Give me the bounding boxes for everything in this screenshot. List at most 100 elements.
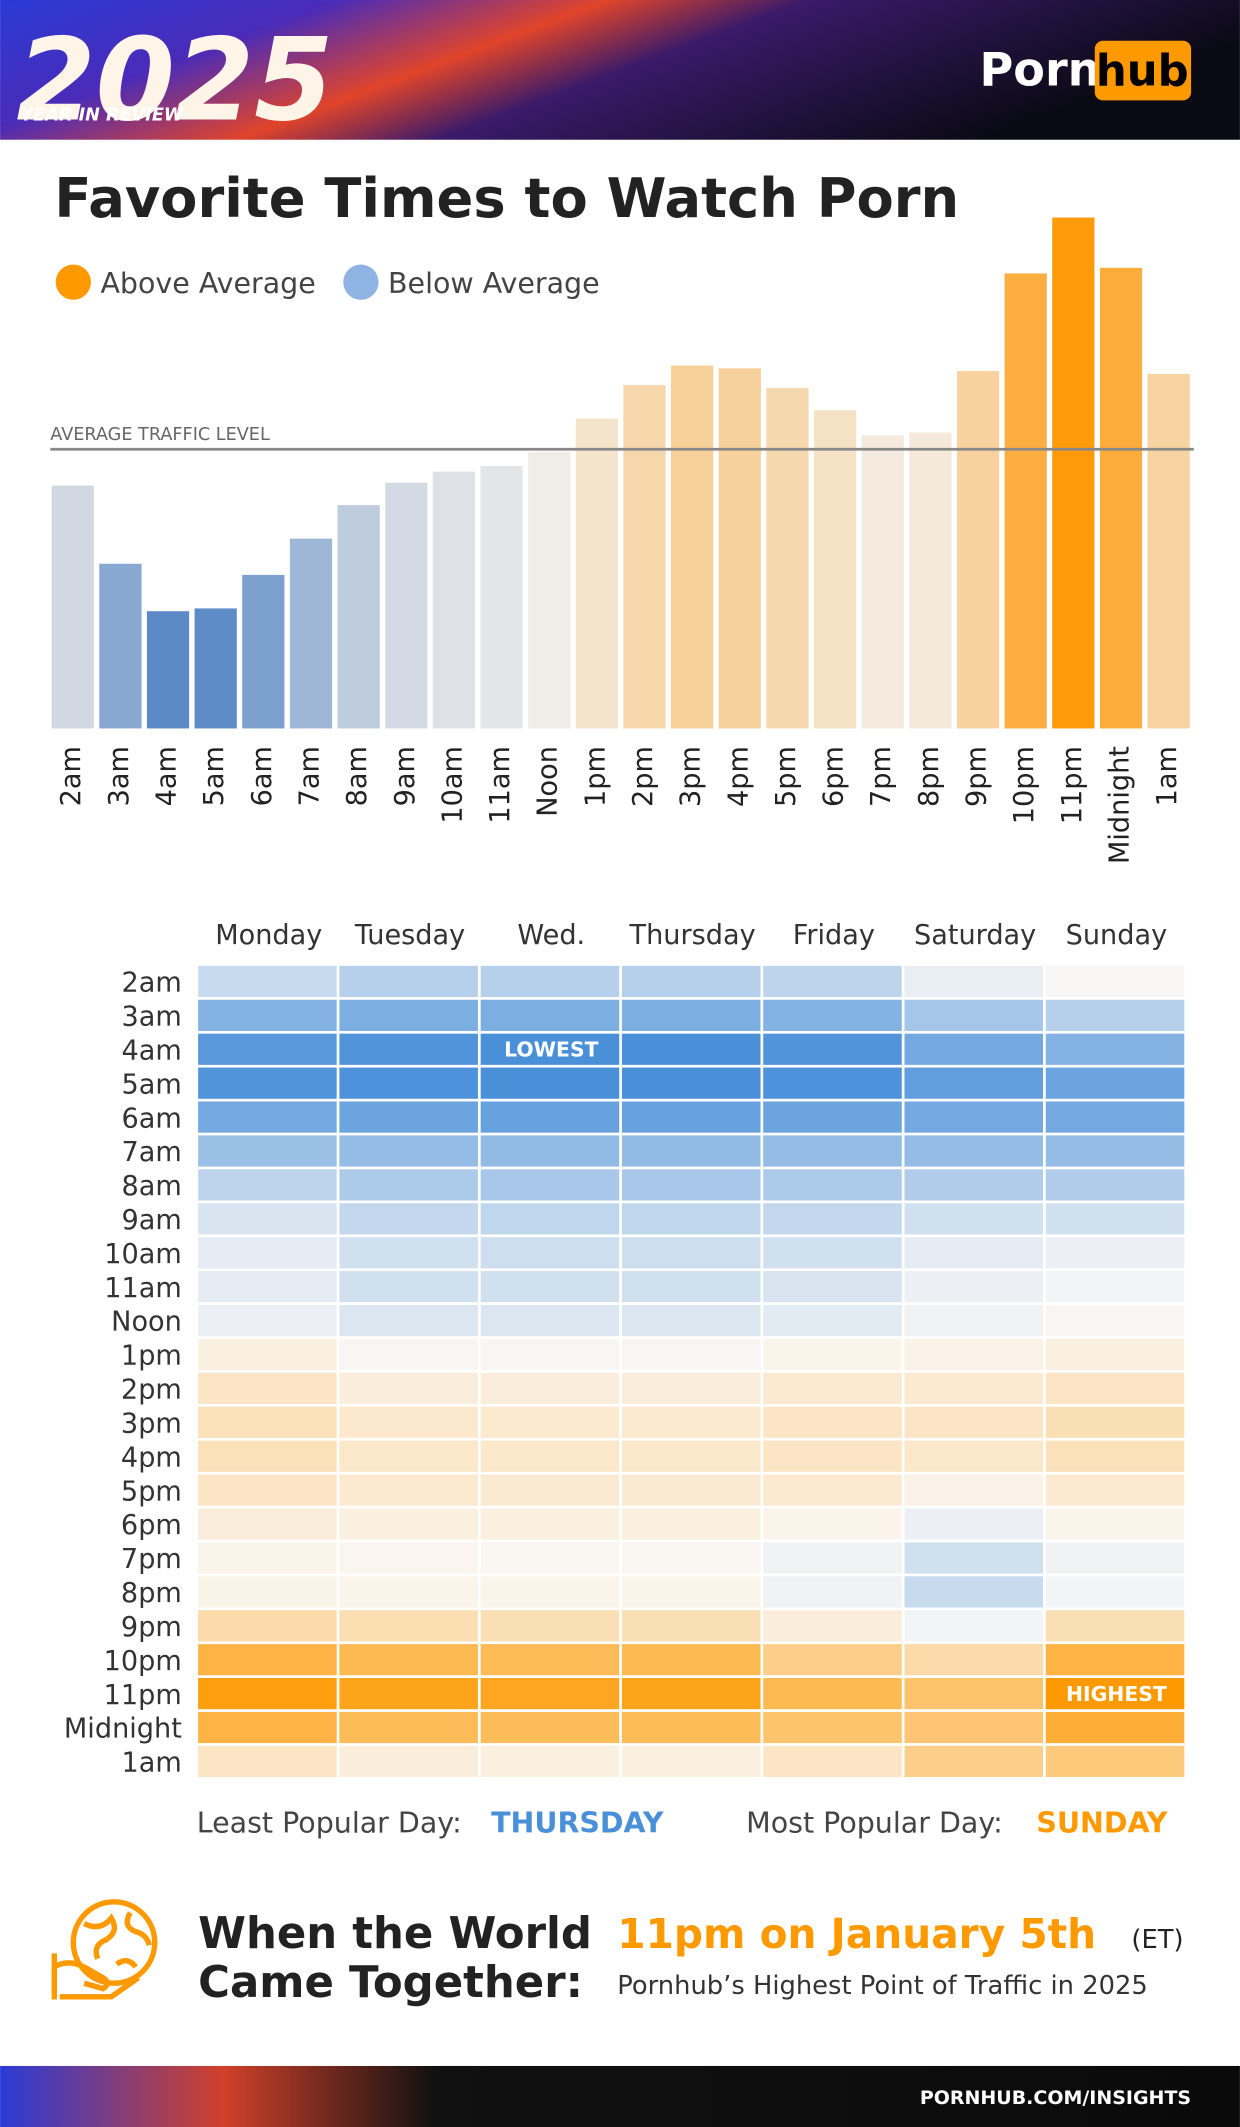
heat-cell bbox=[621, 965, 761, 998]
heat-cell bbox=[480, 965, 620, 998]
row-label: 9pm bbox=[121, 1612, 182, 1643]
heat-cell bbox=[198, 1203, 337, 1235]
heat-cell bbox=[339, 1135, 478, 1167]
heat-cell bbox=[1045, 1067, 1185, 1099]
bar bbox=[385, 482, 428, 729]
heat-cell bbox=[480, 1711, 620, 1744]
heat-cell bbox=[621, 1576, 761, 1608]
heat-cell bbox=[480, 1576, 620, 1608]
heat-cell bbox=[621, 999, 761, 1031]
heat-cell bbox=[339, 1508, 478, 1540]
most-label: Most Popular Day: bbox=[746, 1807, 1003, 1840]
x-tick-label: 11pm bbox=[1057, 746, 1088, 824]
heat-cell bbox=[904, 1237, 1044, 1269]
heat-cell bbox=[480, 1271, 620, 1303]
bar bbox=[813, 410, 857, 729]
heat-cell bbox=[621, 1610, 761, 1642]
heat-cell bbox=[480, 1508, 620, 1540]
heat-cell bbox=[621, 1033, 761, 1065]
row-label: 1am bbox=[122, 1748, 182, 1779]
globe-icon bbox=[51, 1899, 158, 2000]
heat-cell bbox=[198, 1440, 337, 1472]
bar bbox=[1052, 217, 1095, 729]
heat-cell bbox=[1045, 1576, 1185, 1608]
heat-cell bbox=[1045, 1745, 1185, 1778]
chart-title: Favorite Times to Watch Porn bbox=[54, 167, 959, 230]
heat-cell bbox=[904, 1169, 1044, 1201]
peak-heading: When the World bbox=[198, 1909, 592, 1959]
row-label: 10am bbox=[104, 1239, 182, 1270]
heat-cell bbox=[1045, 1237, 1185, 1269]
heat-cell bbox=[339, 1406, 478, 1438]
heat-cell bbox=[198, 1508, 337, 1540]
heat-cell bbox=[904, 1576, 1044, 1608]
heat-cell bbox=[198, 1271, 337, 1303]
x-tick-label: 6pm bbox=[819, 746, 850, 807]
legend-label: Above Average bbox=[100, 267, 315, 300]
bar bbox=[1099, 267, 1143, 729]
bar bbox=[956, 371, 1000, 729]
heat-cell bbox=[904, 1610, 1044, 1642]
heat-cell bbox=[904, 1745, 1044, 1778]
heat-cell bbox=[621, 1067, 761, 1099]
heat-cell bbox=[480, 1135, 620, 1167]
column-label: Tuesday bbox=[354, 920, 465, 951]
heat-cell bbox=[763, 1406, 902, 1438]
heat-cell bbox=[763, 1745, 902, 1778]
heat-cell bbox=[339, 1101, 478, 1133]
average-label: AVERAGE TRAFFIC LEVEL bbox=[50, 425, 270, 445]
heat-cell bbox=[763, 1033, 902, 1065]
heat-cell bbox=[339, 1169, 478, 1201]
x-tick-label: 10pm bbox=[1009, 746, 1040, 824]
header-bg bbox=[0, 0, 1240, 140]
heat-cell bbox=[621, 1101, 761, 1133]
x-tick-label: Noon bbox=[533, 746, 564, 817]
row-label: 6pm bbox=[121, 1510, 182, 1541]
heat-cell bbox=[763, 1440, 902, 1472]
heat-cell bbox=[339, 999, 478, 1031]
heat-cell bbox=[339, 1711, 478, 1744]
heat-cell bbox=[621, 1644, 761, 1676]
heat-cell bbox=[339, 1271, 478, 1303]
row-label: 8am bbox=[122, 1171, 182, 1202]
heat-cell bbox=[763, 1474, 902, 1506]
heat-cell bbox=[198, 1406, 337, 1438]
heat-cell bbox=[480, 1542, 620, 1574]
cell-annotation: LOWEST bbox=[504, 1038, 598, 1062]
heat-cell bbox=[480, 1440, 620, 1472]
x-tick-label: Midnight bbox=[1104, 746, 1135, 864]
heat-cell bbox=[1045, 1203, 1185, 1235]
heat-cell bbox=[198, 1033, 337, 1065]
heat-cell bbox=[621, 1508, 761, 1540]
heat-cell bbox=[339, 1372, 478, 1404]
heat-cell bbox=[1045, 1610, 1185, 1642]
heat-cell bbox=[621, 1271, 761, 1303]
x-tick-label: 2am bbox=[56, 746, 87, 806]
heat-cell bbox=[339, 1203, 478, 1235]
column-label: Wed. bbox=[517, 920, 585, 951]
heat-cell bbox=[621, 1169, 761, 1201]
heat-cell bbox=[621, 1677, 761, 1710]
heat-cell bbox=[480, 1033, 620, 1065]
row-label: 4pm bbox=[121, 1442, 182, 1473]
bar bbox=[718, 368, 761, 729]
heat-cell bbox=[339, 1542, 478, 1574]
heat-cell bbox=[339, 965, 478, 998]
column-label: Saturday bbox=[914, 920, 1036, 951]
row-label: 5pm bbox=[121, 1476, 182, 1507]
heat-cell bbox=[480, 1677, 620, 1710]
heat-cell bbox=[763, 1338, 902, 1371]
bar bbox=[99, 563, 142, 729]
heat-cell bbox=[763, 1067, 902, 1099]
x-tick-label: 5pm bbox=[771, 746, 802, 807]
heat-cell bbox=[904, 1067, 1044, 1099]
heat-cell bbox=[1045, 1711, 1185, 1744]
heat-cell bbox=[339, 1237, 478, 1269]
bar bbox=[51, 485, 94, 729]
heat-cell bbox=[339, 1474, 478, 1506]
heat-cell bbox=[198, 1711, 337, 1744]
bar bbox=[575, 418, 618, 729]
heat-cell bbox=[339, 1610, 478, 1642]
